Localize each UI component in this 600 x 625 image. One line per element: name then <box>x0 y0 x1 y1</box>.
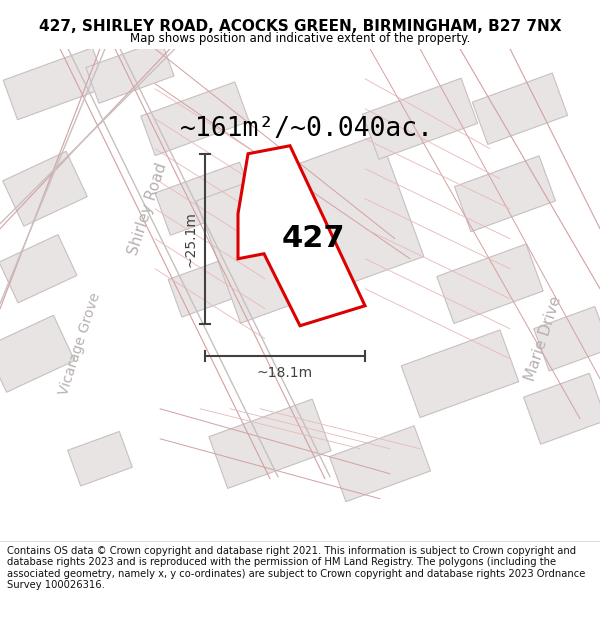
Polygon shape <box>437 244 543 324</box>
Polygon shape <box>472 73 568 144</box>
Polygon shape <box>238 146 365 326</box>
Polygon shape <box>362 78 478 159</box>
Polygon shape <box>534 306 600 371</box>
Polygon shape <box>168 251 262 317</box>
Polygon shape <box>0 315 74 392</box>
Polygon shape <box>86 40 174 103</box>
Text: ~18.1m: ~18.1m <box>257 366 313 380</box>
Polygon shape <box>0 234 77 303</box>
Text: Marie Drive: Marie Drive <box>522 294 564 383</box>
Text: Map shows position and indicative extent of the property.: Map shows position and indicative extent… <box>130 32 470 45</box>
Text: ~25.1m: ~25.1m <box>184 211 198 267</box>
Polygon shape <box>141 82 249 156</box>
Polygon shape <box>155 162 255 235</box>
Text: ~161m²/~0.040ac.: ~161m²/~0.040ac. <box>180 116 434 142</box>
Polygon shape <box>524 373 600 444</box>
Polygon shape <box>196 134 424 323</box>
Polygon shape <box>68 431 133 486</box>
Polygon shape <box>3 151 87 226</box>
Text: Shirley Road: Shirley Road <box>126 161 170 257</box>
Text: Vicarage Grove: Vicarage Grove <box>57 291 103 397</box>
Text: 427, SHIRLEY ROAD, ACOCKS GREEN, BIRMINGHAM, B27 7NX: 427, SHIRLEY ROAD, ACOCKS GREEN, BIRMING… <box>39 19 561 34</box>
Polygon shape <box>329 426 430 502</box>
Polygon shape <box>209 399 331 488</box>
Text: Contains OS data © Crown copyright and database right 2021. This information is : Contains OS data © Crown copyright and d… <box>7 546 586 591</box>
Polygon shape <box>401 330 519 418</box>
Text: 427: 427 <box>281 224 345 253</box>
Polygon shape <box>455 156 556 232</box>
Polygon shape <box>3 48 107 120</box>
